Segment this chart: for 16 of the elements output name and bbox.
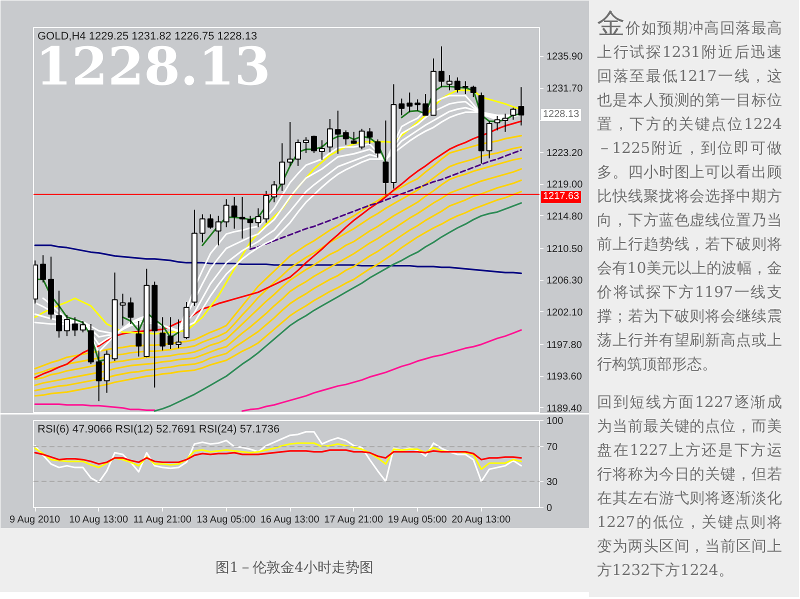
- x-tick-label: 13 Aug 05:00: [196, 514, 256, 526]
- y-tick-label: 100: [546, 416, 564, 427]
- x-tick-label: 16 Aug 13:00: [260, 514, 320, 526]
- text: 金价如预期冲高回落最高上行试探1231附近后迅速回落至最低1217一线，这也是本人预测的第一目标位置，下方的关键点位1224－1225附近，到位即可做多。四小时图上可以看出顾比快线聚拢将会选择中期方向，下方蓝色虚线位置乃当前上行趋势线，若下破则将会有10美元以上的波幅，金价将试探下方1197一线支撑；若为下破则将会继续震荡上行并有望刷新高点或上行构筑顶部形态。: [597, 7, 782, 373]
- x-tick-label: 10 Aug 13:00: [69, 514, 128, 526]
- x-tick-label: 17 Aug 21:00: [324, 514, 384, 526]
- y-tick-label: 0: [546, 503, 552, 514]
- x-tick-label: 19 Aug 05:00: [388, 514, 448, 526]
- text: 回到短线方面1227逐渐成为当前最关键的点位，而美盘在1227上方还是下方运行将称为今日的关键，但若在其左右游弋则将逐渐淡化1227的低位，关键点则将变为两头区间，当前区间上方1232下方1224。: [597, 392, 782, 581]
- y-tick-label: 30: [546, 476, 558, 488]
- chart-title: RSI(6) 47.9066 RSI(12) 52.7691 RSI(24) 57.1736: [38, 424, 280, 436]
- x-tick-label: 9 Aug 2010: [10, 514, 61, 526]
- x-tick-label: 20 Aug 13:00: [452, 514, 511, 526]
- y-tick-label: 70: [546, 442, 558, 454]
- x-tick-label: 11 Aug 21:00: [133, 514, 192, 526]
- caption: 图1－伦敦金4小时走势图: [214, 559, 374, 578]
